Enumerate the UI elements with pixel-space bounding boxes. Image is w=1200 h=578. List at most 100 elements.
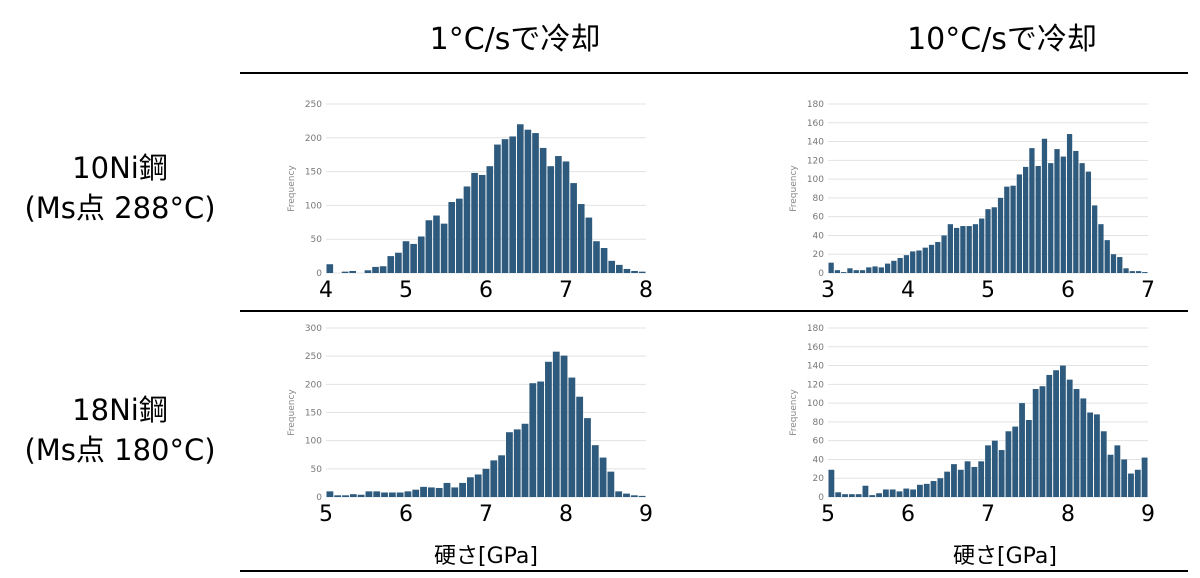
histogram-bar xyxy=(402,241,410,273)
histogram-bar xyxy=(884,263,891,273)
histogram-10ni-10cps: 0 20 40 60 80 100 120 140 160 180 Frequency 3 4 5 6 7 xyxy=(789,100,1155,303)
histogram-bar xyxy=(560,355,568,497)
y-tick-label: 160 xyxy=(807,119,824,129)
histogram-bar xyxy=(615,491,623,497)
histogram-bar xyxy=(1004,186,1010,273)
y-tick-label: 100 xyxy=(807,399,824,409)
histogram-bar xyxy=(433,215,440,273)
histogram-bar xyxy=(1100,431,1107,497)
x-tick-label: 8 xyxy=(639,278,653,303)
histogram-18ni-1cps: 0 50 100 150 200 250 300 Frequency 5 6 7 8 9 xyxy=(287,324,653,527)
histogram-bar xyxy=(456,198,463,273)
histogram-bar xyxy=(1032,389,1039,497)
y-axis-title: Frequency xyxy=(789,165,799,212)
histogram-bar xyxy=(459,482,466,497)
histogram-bar xyxy=(1060,156,1066,273)
y-tick-label: 80 xyxy=(813,418,825,428)
x-tick-label: 8 xyxy=(1061,502,1075,527)
histogram-bar xyxy=(916,250,922,273)
y-tick-label: 0 xyxy=(818,493,824,503)
x-tick-label: 6 xyxy=(901,502,915,527)
histogram-bar xyxy=(509,136,516,273)
histogram-bar xyxy=(412,489,420,497)
histogram-bar xyxy=(1080,398,1087,497)
histogram-bar xyxy=(1128,473,1134,497)
histogram-bar xyxy=(591,445,599,497)
histogram-bar xyxy=(334,495,342,497)
histogram-bar xyxy=(1012,426,1019,497)
histogram-bar xyxy=(947,224,953,273)
histogram-bar xyxy=(388,492,396,497)
y-tick-label: 150 xyxy=(305,168,322,178)
histogram-bar xyxy=(998,450,1005,497)
histogram-bar xyxy=(357,494,365,497)
histogram-bar xyxy=(866,267,872,273)
histogram-bar xyxy=(471,172,478,273)
y-tick-label: 100 xyxy=(305,201,322,211)
histogram-bar xyxy=(891,260,897,273)
y-tick-label: 50 xyxy=(311,235,323,245)
histogram-bar xyxy=(896,491,903,497)
histogram-bar xyxy=(1121,459,1128,497)
histogram-bar xyxy=(862,485,869,497)
histogram-bar xyxy=(876,493,882,497)
histogram-bar xyxy=(562,161,570,273)
histogram-bar xyxy=(953,227,960,273)
histogram-bar xyxy=(842,494,848,497)
histogram-bar xyxy=(547,166,555,273)
y-tick-label: 60 xyxy=(813,437,825,447)
histogram-bar xyxy=(828,262,834,273)
histogram-bar xyxy=(922,247,928,273)
histogram-bar xyxy=(1023,166,1029,273)
histogram-bar xyxy=(349,270,356,273)
histogram-bar xyxy=(1046,374,1053,497)
column-title-1cps: 1°C/sで冷却 xyxy=(429,22,601,57)
histogram-bar xyxy=(521,423,529,497)
histogram-bar xyxy=(1123,268,1129,273)
x-tick-label: 5 xyxy=(981,278,995,303)
histogram-bar xyxy=(372,266,379,273)
x-axis-title-right: 硬さ[GPa] xyxy=(953,544,1057,569)
histogram-bar xyxy=(451,487,459,497)
histogram-bar xyxy=(1041,138,1048,273)
histogram-bar xyxy=(387,256,395,273)
row-steel-name: 10Ni鋼 xyxy=(72,151,168,185)
y-tick-label: 120 xyxy=(807,380,824,390)
top-rule xyxy=(240,72,1188,74)
histogram-bar xyxy=(404,491,412,497)
histogram-bar xyxy=(966,226,972,273)
y-tick-label: 200 xyxy=(305,134,322,144)
histogram-bar xyxy=(941,235,947,273)
histogram-bar xyxy=(1073,150,1079,273)
column-title-10cps: 10°C/sで冷却 xyxy=(907,22,1097,57)
histogram-bar xyxy=(486,166,494,273)
histogram-bar xyxy=(529,383,537,497)
histogram-bar xyxy=(1010,185,1016,273)
histogram-bar xyxy=(342,495,349,497)
histogram-18ni-10cps: 0 20 40 60 80 100 120 140 160 180 Frequency 5 6 7 8 9 xyxy=(789,324,1155,527)
histogram-bar xyxy=(570,183,577,273)
histogram-bar xyxy=(593,241,600,273)
histogram-bar xyxy=(985,445,991,497)
histogram-bar xyxy=(1135,271,1142,273)
histogram-bar xyxy=(599,457,607,497)
histogram-bar xyxy=(555,156,562,273)
histogram-bar xyxy=(910,251,916,273)
bottom-rule xyxy=(240,570,1188,572)
row-ms-point: (Ms点 180°C) xyxy=(24,433,216,467)
histogram-bar xyxy=(435,487,443,497)
histogram-bar xyxy=(532,133,539,273)
histogram-bar xyxy=(1035,165,1041,273)
histogram-bar xyxy=(381,492,388,497)
x-tick-label: 9 xyxy=(1141,502,1155,527)
histogram-bar xyxy=(478,174,486,273)
histogram-bar xyxy=(379,266,387,273)
x-tick-label: 7 xyxy=(559,278,573,303)
histogram-bar xyxy=(600,247,608,273)
histogram-bar xyxy=(1134,469,1141,497)
middle-rule xyxy=(240,310,1188,312)
y-tick-label: 140 xyxy=(807,138,824,148)
histogram-bar xyxy=(1025,420,1032,497)
histogram-bar xyxy=(373,491,381,497)
histogram-bar xyxy=(440,223,448,273)
